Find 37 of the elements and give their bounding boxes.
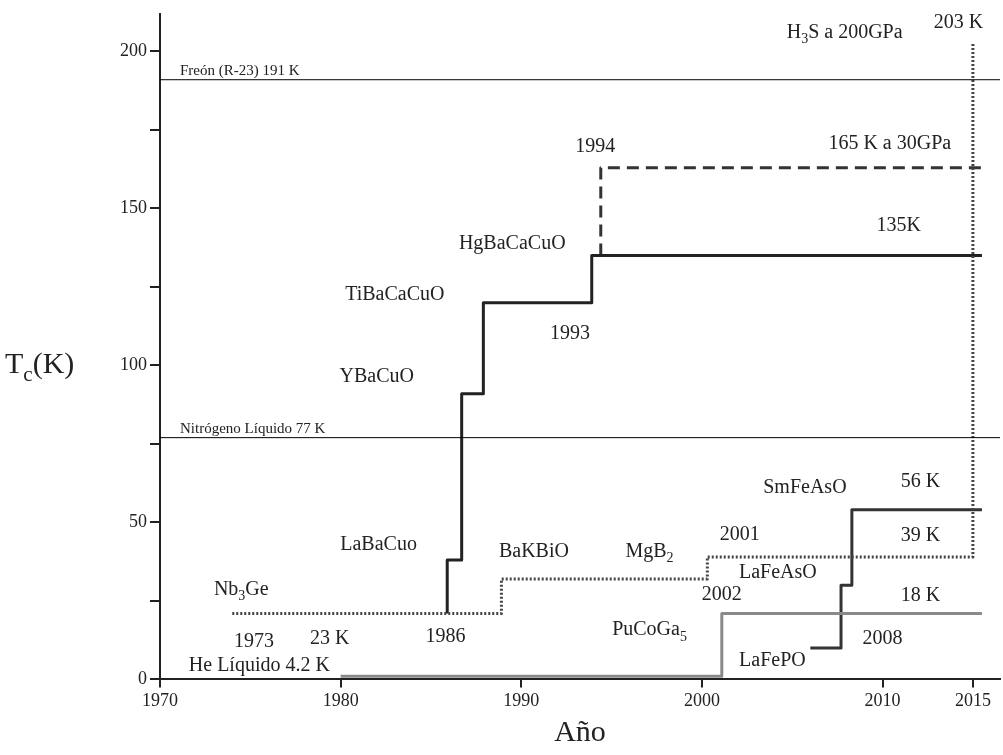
x-tick-label: 2015 — [954, 689, 991, 710]
annotation: 1994 — [575, 133, 616, 156]
annotation: 203 K — [933, 10, 984, 33]
y-tick-label: 150 — [120, 197, 147, 218]
x-tick-label: 1980 — [322, 689, 359, 710]
annotation: 2002 — [701, 581, 742, 604]
y-tick-label: 100 — [120, 354, 147, 375]
annotation: YBaCuO — [339, 364, 415, 387]
annotation: BaKBiO — [498, 538, 569, 561]
annotation: 2008 — [862, 626, 903, 649]
annotation: LaFeAsO — [738, 559, 817, 582]
annotation: He Líquido 4.2 K — [188, 653, 331, 677]
annotation: 1986 — [425, 624, 466, 647]
annotation: 1993 — [550, 321, 591, 344]
annotation: TiBaCaCuO — [345, 281, 445, 304]
y-tick-label: 0 — [138, 668, 147, 689]
annotation: 18 K — [900, 583, 941, 606]
annotation: HgBaCaCuO — [458, 231, 566, 255]
x-tick-label: 1970 — [142, 689, 178, 710]
annotation: 135K — [876, 212, 922, 235]
annotation: 2001 — [719, 522, 760, 545]
x-tick-label: 1990 — [503, 689, 540, 710]
annotation: LaFePO — [739, 647, 806, 670]
annotation: LaBaCuo — [340, 531, 417, 554]
annotation: 23 K — [310, 626, 351, 649]
x-tick-label: 2000 — [683, 689, 720, 710]
x-tick-label: 2010 — [864, 689, 901, 710]
annotation: 56 K — [900, 468, 941, 491]
annotation: 1973 — [233, 629, 274, 652]
ref-line-label: Nitrógeno Líquido 77 K — [180, 419, 326, 436]
annotation: 39 K — [900, 523, 941, 546]
annotation: 165 K a 30GPa — [828, 131, 952, 154]
y-tick-label: 200 — [120, 40, 147, 61]
x-axis-title: Año — [554, 713, 606, 747]
y-tick-label: 50 — [129, 511, 147, 532]
ref-line-label: Freón (R-23) 191 K — [180, 61, 300, 79]
annotation: SmFeAsO — [763, 475, 847, 498]
